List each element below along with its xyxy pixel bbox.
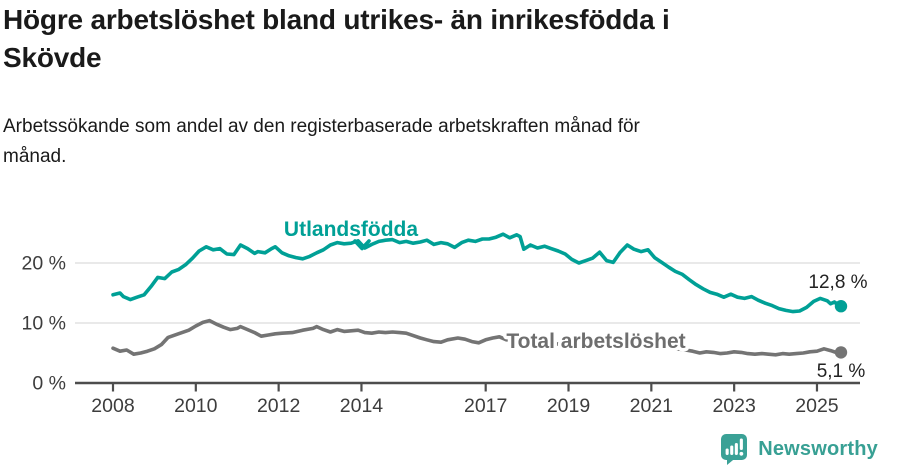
x-tick-label: 2023 [712,395,755,417]
x-tick-label: 2025 [795,395,839,417]
series-line-0 [111,232,843,314]
page-title: Högre arbetslöshet bland utrikes- än inr… [3,1,863,77]
newsworthy-brand-name: Newsworthy [758,438,878,460]
subtitle-line-2: månad. [3,146,67,167]
subtitle-line-1: Arbetssökande som andel av den registerb… [3,116,640,137]
y-tick-label: 20 % [22,253,66,275]
x-tick-label: 2019 [547,395,590,417]
annotations-layer: Utlandsfödda Total arbetslöshet 12,8 % 5… [284,218,868,382]
newsworthy-branding: Newsworthy [719,433,878,466]
series-line-1 [111,318,843,357]
series-label-utlandsfodda: Utlandsfödda [284,218,418,241]
data-series-layer [111,232,848,359]
x-tick-label: 2008 [91,395,134,417]
newsworthy-logo-icon [721,434,748,465]
gridlines [75,262,860,324]
title-line-2: Skövde [3,42,102,73]
chart-subtitle: Arbetssökande som andel av den registerb… [3,112,833,172]
end-value-label-utlandsfodda: 12,8 % [808,272,867,293]
chevron-down-icon [353,239,371,251]
x-tick-label: 2021 [630,395,673,417]
x-tick-label: 2017 [464,395,507,417]
series-end-dot-0 [834,300,848,313]
series-end-dot-1 [834,346,848,359]
x-tick-label: 2012 [257,395,300,417]
y-tick-label: 10 % [22,313,66,335]
end-value-label-total: 5,1 % [817,361,866,382]
x-tick-label: 2014 [340,395,384,417]
y-tick-label: 0 % [32,373,66,395]
axes: 0 % 10 % 20 % 2008 2010 2012 2014 2017 2019 2021 2… [22,253,860,417]
title-line-1: Högre arbetslöshet bland utrikes- än inr… [3,4,670,35]
series-label-total-arbetsloshet: Total arbetslöshet [506,330,685,353]
x-tick-label: 2010 [174,395,218,417]
